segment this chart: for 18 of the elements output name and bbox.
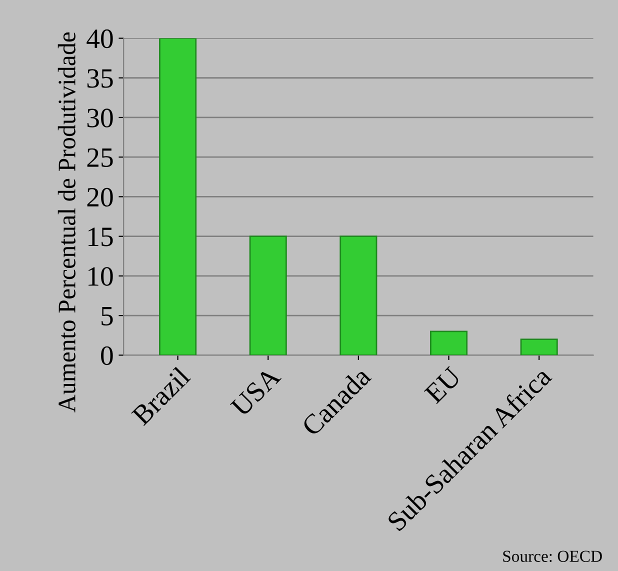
y-tick-label: 10 xyxy=(88,267,113,286)
x-tick-label: USA xyxy=(230,366,282,418)
y-tick-label: 0 xyxy=(101,346,113,366)
bar xyxy=(520,338,558,356)
y-tick-label: 30 xyxy=(87,108,113,128)
bar xyxy=(340,236,378,356)
y-tick-label: 5 xyxy=(102,306,113,326)
bar xyxy=(249,236,287,356)
bar xyxy=(430,330,468,356)
y-tick-label: 35 xyxy=(87,69,113,88)
x-tick-label: EU xyxy=(424,366,462,404)
y-tick-label: 25 xyxy=(87,148,113,168)
source-note: Source: OECD xyxy=(503,550,602,562)
bar xyxy=(159,38,197,356)
y-tick-label: 15 xyxy=(88,228,113,246)
y-tick-label: 40 xyxy=(86,29,113,48)
y-tick-label: 20 xyxy=(87,188,113,207)
y-axis-title: Aumento Percentual de Produtividade xyxy=(58,32,76,412)
